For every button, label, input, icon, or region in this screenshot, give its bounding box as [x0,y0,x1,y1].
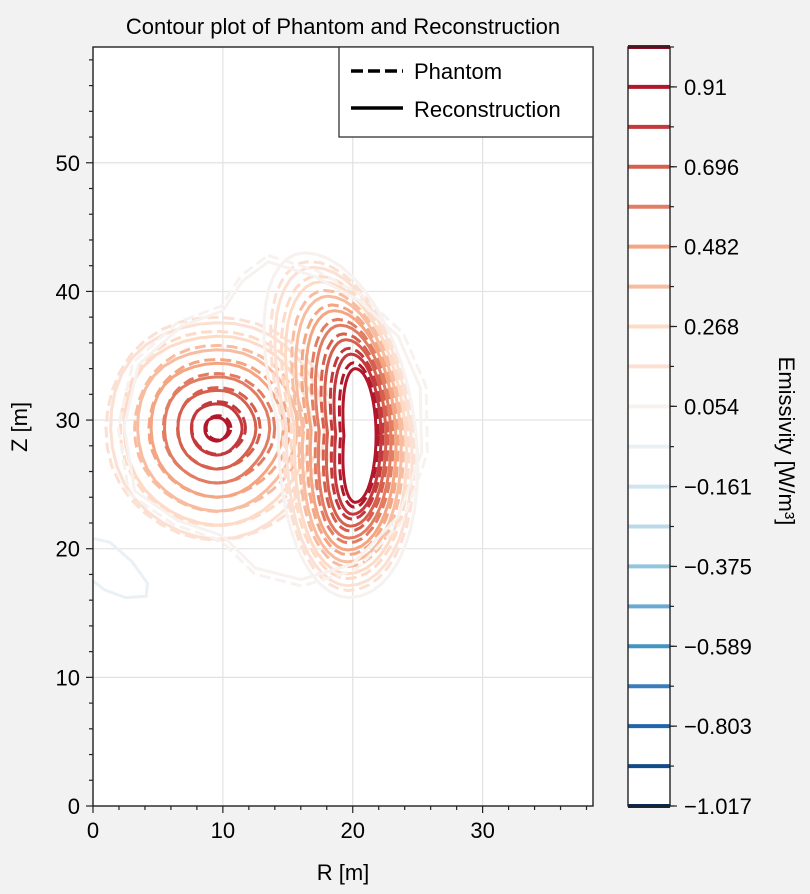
legend-entry-reconstruction: Reconstruction [414,97,561,122]
y-tick-label: 0 [68,794,80,819]
colorbar-frame [627,46,671,807]
contour-left-phantom [133,343,306,514]
colorbar-tick-label: 0.482 [684,235,739,260]
y-tick-label: 30 [56,408,80,433]
y-tick-label: 10 [56,665,80,690]
colorbar-ticks: 0.91 0.696 0.482 0.268 0.054 −0.161 −0.375 −0.5… [670,46,752,819]
x-axis-ticks: 0 10 20 30 [87,806,588,843]
colorbar-tick-label: 0.268 [684,314,739,339]
contour-left-phantom [204,414,233,442]
colorbar-tick-label: −1.017 [684,794,752,819]
x-tick-label: 20 [340,818,364,843]
colorbar-tick-label: 0.91 [684,75,727,100]
contour-right-phantom [337,361,380,509]
contour-left-reconstruction [136,348,299,513]
contour-left-reconstruction [163,375,272,485]
legend-entry-phantom: Phantom [414,59,502,84]
y-tick-label: 50 [56,151,80,176]
contour-right-phantom [300,303,400,557]
contour-group [92,251,429,600]
legend-box [338,46,594,138]
y-tick-label: 40 [56,279,80,304]
grid-lines [92,47,593,807]
contour-right-reconstruction [341,367,378,504]
contour-right-reconstruction [314,323,393,540]
contour-right-phantom [269,260,416,592]
y-axis-ticks: 0 10 20 30 40 50 [56,59,93,819]
legend: Phantom Reconstruction [338,46,594,138]
x-axis-label: R [m] [317,860,370,885]
contour-negative-lobe [92,536,149,600]
contour-right-reconstruction [323,338,388,528]
contour-left-phantom [190,400,247,456]
colorbar-tick-label: −0.161 [684,475,752,500]
contour-left-phantom [176,386,262,471]
y-tick-label: 20 [56,537,80,562]
contour-left-phantom [161,372,277,485]
colorbar-tick-label: 0.696 [684,155,739,180]
contour-right-phantom [290,289,405,569]
colorbar: 0.91 0.696 0.482 0.268 0.054 −0.161 −0.375 −0.5… [627,45,799,819]
x-tick-label: 10 [211,818,235,843]
y-axis-label: Z [m] [7,402,32,452]
x-tick-label: 0 [87,818,99,843]
contour-right-reconstruction [304,309,398,552]
contour-right-reconstruction [294,294,403,564]
contour-right-phantom [310,317,395,545]
colorbar-level-lines [628,45,670,808]
colorbar-background [628,47,670,806]
colorbar-tick-label: −0.375 [684,554,752,579]
chart-title: Contour plot of Phantom and Reconstructi… [126,14,560,39]
contour-right-reconstruction [332,352,383,516]
contour-right-reconstruction [273,265,414,588]
contour-right-phantom [319,332,390,533]
contour-outer-phantom [116,254,429,588]
x-tick-label: 30 [470,818,494,843]
contour-outer-reconstruction [122,260,424,582]
contour-right-phantom [262,251,420,600]
colorbar-tick-label: −0.803 [684,714,752,739]
colorbar-label: Emissivity [W/m³] [774,357,799,526]
colorbar-tick-label: −0.589 [684,634,752,659]
contour-left-phantom [147,358,291,499]
colorbar-tick-label: 0.054 [684,394,739,419]
contour-left-phantom [118,329,321,528]
contour-right-phantom [279,274,411,581]
